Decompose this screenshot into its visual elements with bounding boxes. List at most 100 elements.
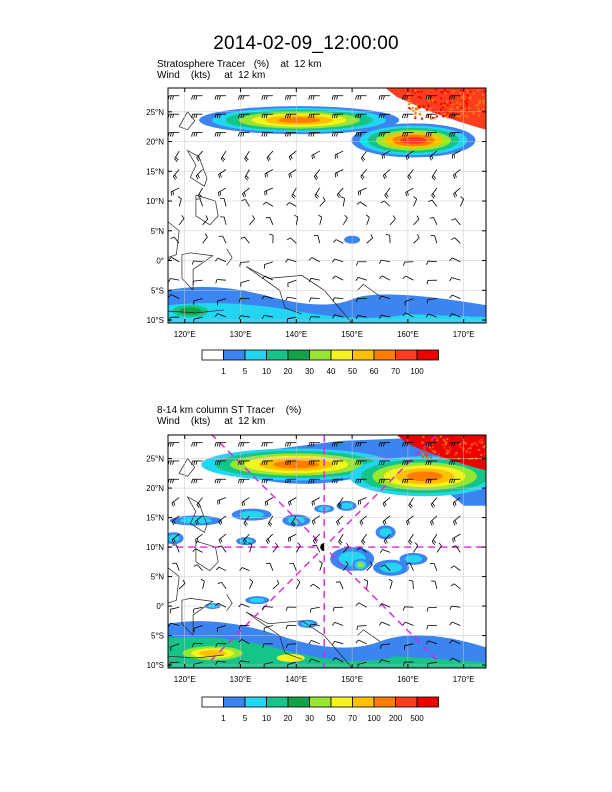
noise-speck <box>457 106 460 109</box>
wind-barb-shaft <box>428 640 438 645</box>
wind-barb-feather <box>263 442 266 447</box>
wind-barb-shaft <box>269 563 274 571</box>
wind-barb <box>242 533 250 545</box>
wind-barb-feather <box>370 561 373 566</box>
wind-barb <box>272 542 278 553</box>
wind-barb-shaft <box>319 200 326 207</box>
colorbar-label: 200 <box>389 714 403 723</box>
wind-barb-feather <box>407 176 411 180</box>
south-blob-level-1 <box>179 307 202 315</box>
colorbar-swatch <box>244 349 267 361</box>
wind-barb-shaft <box>381 603 391 608</box>
wind-barb-feather <box>214 460 217 465</box>
wind-barb-shaft <box>310 606 320 610</box>
wind-barb-feather <box>336 194 340 199</box>
wind-barb <box>402 312 414 318</box>
noise-speck <box>460 112 463 115</box>
wind-barb-feather <box>169 479 172 484</box>
noise-speck <box>448 445 451 448</box>
wind-barb-feather <box>331 95 334 100</box>
wind-barb-feather <box>452 502 455 507</box>
noise-speck <box>440 91 443 94</box>
wind-barb <box>332 640 344 645</box>
wind-barb-shaft <box>218 187 227 193</box>
wind-barb <box>191 113 203 119</box>
noise-speck <box>433 449 436 452</box>
wind-barb <box>218 515 227 526</box>
noise-speck <box>422 435 425 438</box>
wind-barb <box>171 533 180 544</box>
noise-speck <box>426 453 429 456</box>
wind-barb-shaft <box>240 660 250 663</box>
wind-barb-feather <box>360 158 364 162</box>
noise-speck <box>421 456 424 459</box>
wind-barb-shaft <box>358 187 367 192</box>
noise-speck <box>446 101 449 104</box>
wind-barb-feather <box>237 114 240 119</box>
panel2-frame <box>167 434 487 669</box>
wind-barb-feather <box>238 298 241 303</box>
y-tick-label: 25°N <box>146 455 164 464</box>
wind-barb-feather <box>310 460 313 465</box>
noise-speck <box>416 103 419 106</box>
wind-barb <box>172 544 180 553</box>
wind-barb <box>215 602 227 608</box>
wind-barb <box>382 497 391 508</box>
wind-barb-feather <box>407 519 410 524</box>
wind-barb-shaft <box>243 515 250 524</box>
wind-barb <box>168 132 180 137</box>
wind-barb-feather <box>239 262 241 267</box>
wind-barb-shaft <box>223 216 227 225</box>
wind-barb-shaft <box>360 150 367 159</box>
wind-barb <box>378 295 391 300</box>
noise-speck <box>442 115 445 118</box>
wind-barb-feather <box>431 520 435 525</box>
wind-barb <box>311 150 320 160</box>
wind-barb-feather <box>311 155 314 160</box>
wind-barb <box>193 564 203 571</box>
wind-barb-feather <box>218 114 221 119</box>
wind-barb-shaft <box>195 515 203 522</box>
wind-barb <box>195 533 203 544</box>
wind-barb-shaft <box>245 199 250 207</box>
x-tick-label: 120°E <box>174 675 196 684</box>
wind-barb-feather <box>432 502 436 507</box>
y-tick-label: 5°N <box>151 573 165 582</box>
wind-barb-shaft <box>193 298 203 302</box>
wind-barb-feather <box>313 500 315 505</box>
wind-barb-shaft <box>242 187 250 194</box>
wind-barb-feather <box>261 315 265 319</box>
wind-barb-feather <box>451 95 453 100</box>
noise-speck <box>476 103 479 106</box>
noise-speck <box>434 451 437 454</box>
wind-barb-shaft <box>334 622 344 626</box>
wind-barb-shaft <box>381 275 391 281</box>
wind-barb-feather <box>218 442 221 447</box>
wind-barb-feather <box>336 172 338 177</box>
wind-barb <box>191 460 203 465</box>
wind-barb-shaft <box>454 583 461 590</box>
wind-barb-shaft <box>413 545 419 553</box>
wind-barb <box>266 150 274 162</box>
noise-speck <box>445 449 448 452</box>
wind-barb-feather <box>263 132 266 137</box>
colorbar-swatch <box>287 349 310 361</box>
wind-barb-feather <box>173 501 176 506</box>
wind-barb <box>214 257 227 263</box>
wind-barb-shaft <box>382 515 391 522</box>
wind-barb-feather <box>429 156 432 161</box>
noise-speck <box>465 102 468 105</box>
wind-barb-feather <box>365 214 370 218</box>
wind-barb-feather <box>451 460 453 465</box>
wind-barb-feather <box>261 95 264 100</box>
wind-barb <box>308 460 320 465</box>
wind-barb-feather <box>453 460 456 465</box>
wind-barb-feather <box>380 132 383 137</box>
wind-barb-feather <box>382 175 386 180</box>
noise-speck <box>425 454 428 457</box>
wind-barb-feather <box>310 132 313 137</box>
wind-barb <box>288 150 297 161</box>
wind-barb <box>378 478 391 484</box>
wind-barb <box>172 562 180 571</box>
noise-speck <box>460 109 463 112</box>
